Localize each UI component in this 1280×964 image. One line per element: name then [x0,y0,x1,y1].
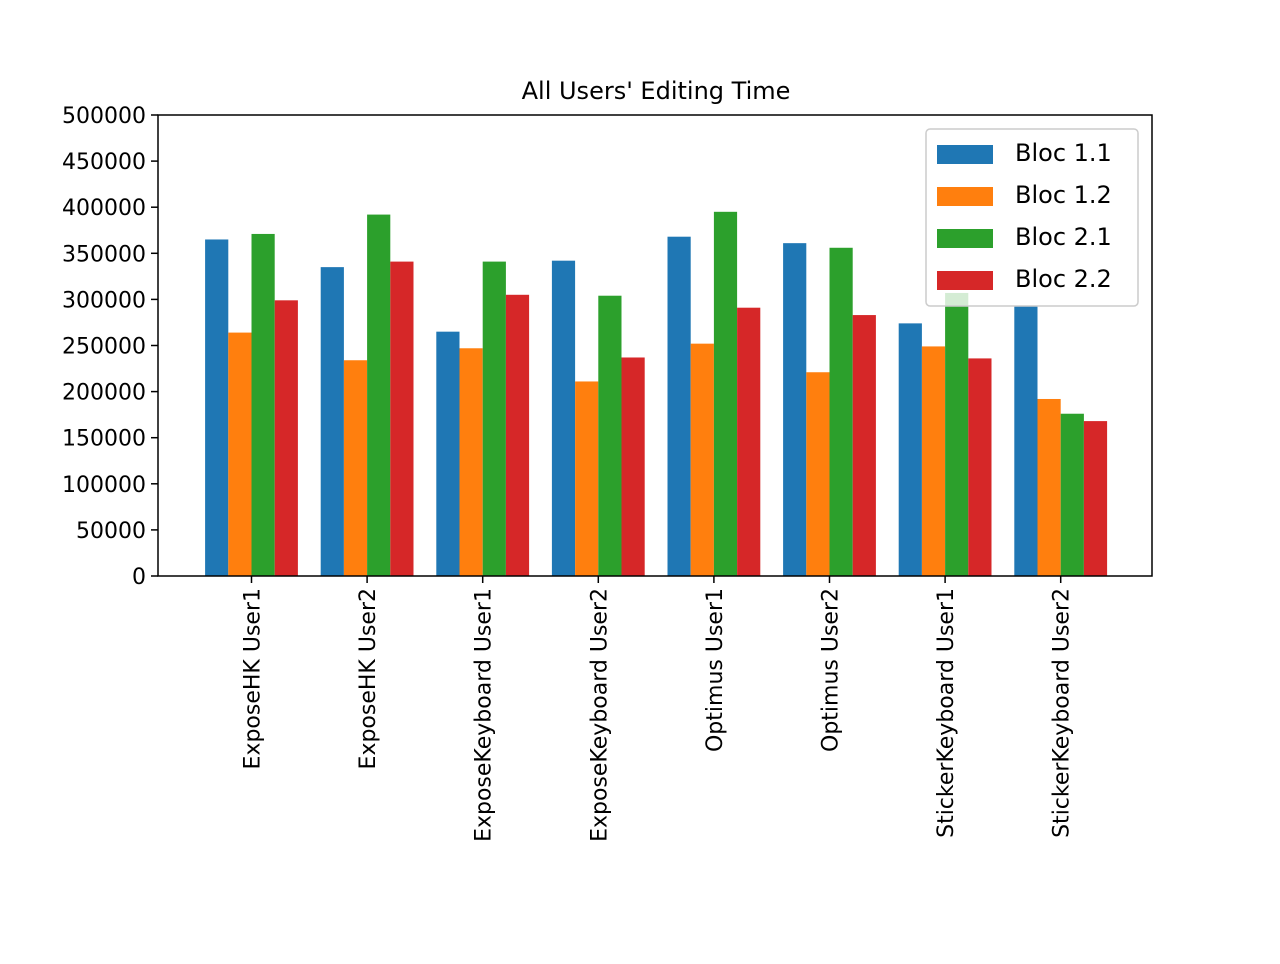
y-tick-label: 300000 [62,288,146,313]
bar-bloc-1-2-4 [575,381,599,576]
y-tick-label: 200000 [62,381,146,406]
bar-bloc-1-1-7 [898,323,922,576]
x-tick-label: StickerKeyboard User1 [934,588,959,838]
legend-swatch [937,271,993,290]
y-tick-label: 0 [132,565,146,590]
bar-bloc-1-1-8 [1014,305,1038,576]
bar-bloc-1-2-2 [343,360,368,576]
y-tick-label: 350000 [62,242,146,267]
bar-bloc-2-2-8 [1083,421,1108,576]
legend: Bloc 1.1 Bloc 1.2 Bloc 2.1 Bloc 2.2 [925,128,1139,307]
x-axis: ExposeHK User1 ExposeHK User2 ExposeKeyboa… [241,576,1075,842]
bar-bloc-2-1-6 [829,247,853,576]
bar-bloc-2-2-6 [852,315,876,576]
bar-bloc-1-2-6 [806,372,830,576]
y-tick-label: 450000 [62,150,146,175]
y-axis: 0 50000 100000 150000 200000 250000 300000 3500… [62,104,158,590]
bar-bloc-1-2-3 [459,348,483,576]
x-tick-label: Optimus User2 [819,588,844,752]
bar-bloc-1-1-4 [551,260,576,576]
x-tick-label: Optimus User1 [703,588,728,752]
y-tick-label: 250000 [62,335,146,360]
bar-bloc-1-1-6 [783,243,807,576]
legend-label: Bloc 2.1 [1015,223,1112,251]
y-tick-label: 100000 [62,473,146,498]
legend-box [925,128,1139,307]
y-tick-label: 50000 [76,519,146,544]
y-tick-label: 150000 [62,427,146,452]
y-tick-label: 400000 [62,196,146,221]
bar-bloc-2-2-5 [737,307,761,576]
x-tick-label: ExposeHK User1 [241,588,266,769]
bar-bloc-2-1-8 [1060,413,1084,576]
legend-swatch [937,145,993,164]
bar-bloc-2-1-4 [598,295,622,576]
bar-bloc-2-2-7 [968,358,992,576]
bar-bloc-1-1-2 [320,267,344,576]
bar-bloc-2-2-1 [274,300,298,576]
bar-bloc-1-1-1 [205,239,229,576]
legend-label: Bloc 1.1 [1015,139,1112,167]
legend-label: Bloc 2.2 [1015,265,1112,293]
bar-bloc-1-2-8 [1037,398,1061,576]
x-tick-label: ExposeKeyboard User1 [472,588,497,842]
bar-bloc-2-1-3 [482,261,506,576]
bar-bloc-2-2-4 [621,357,645,576]
chart-title: All Users' Editing Time [522,77,791,105]
legend-label: Bloc 1.2 [1015,181,1112,209]
x-tick-label: StickerKeyboard User2 [1050,588,1075,838]
y-tick-label: 500000 [62,104,146,129]
x-tick-label: ExposeKeyboard User2 [587,588,612,842]
bars-layer [205,211,1108,576]
bar-bloc-1-1-5 [667,236,691,576]
bar-bloc-2-2-2 [390,261,414,576]
bar-bloc-2-1-5 [713,211,738,576]
bar-bloc-1-2-1 [228,332,252,576]
bar-bloc-1-2-5 [690,343,714,576]
bar-bloc-2-1-1 [251,233,275,576]
x-tick-label: ExposeHK User2 [356,588,381,769]
bar-bloc-2-1-7 [945,292,969,576]
legend-swatch [937,229,993,248]
legend-swatch [937,187,993,206]
bar-bloc-1-2-7 [921,346,946,576]
bar-bloc-2-2-3 [505,294,530,576]
bar-bloc-2-1-2 [367,214,391,576]
bar-bloc-1-1-3 [436,331,460,576]
